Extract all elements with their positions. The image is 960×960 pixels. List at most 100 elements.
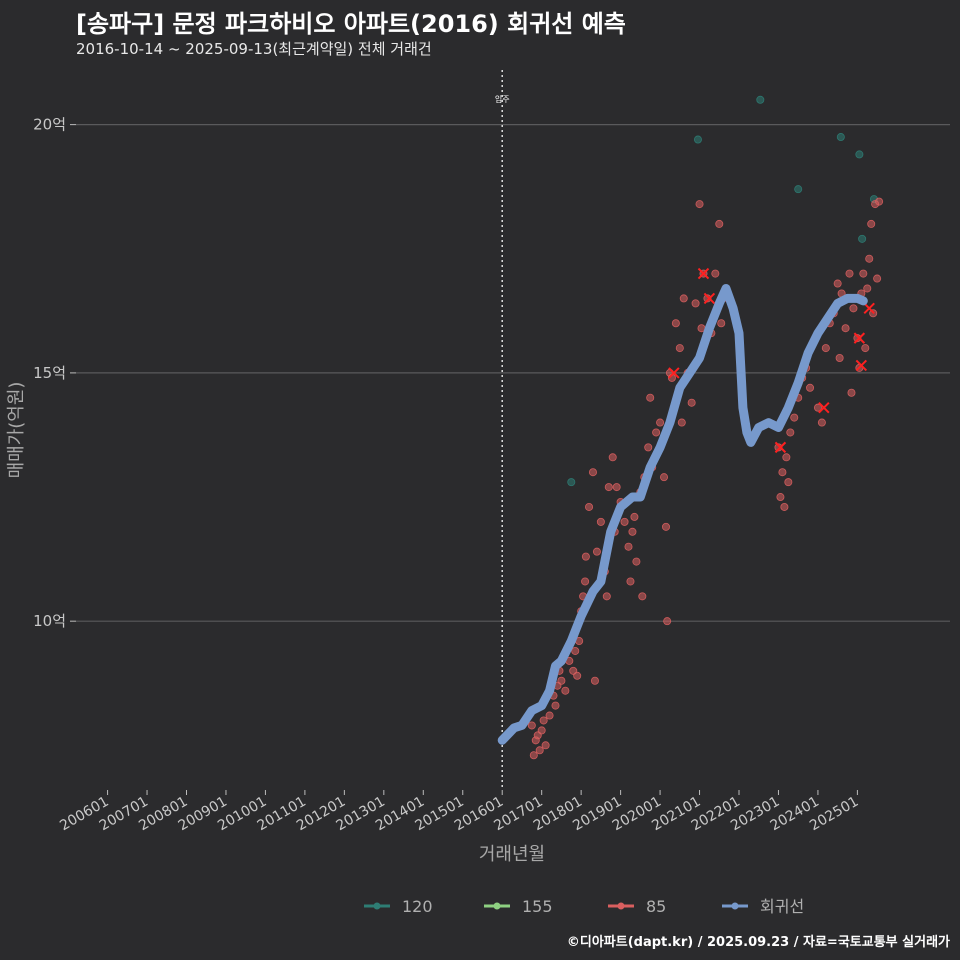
highlight-stroke — [818, 401, 830, 414]
highlight-mark — [697, 267, 710, 280]
legend-item-120: 120 — [364, 897, 433, 916]
point-85 — [663, 617, 672, 626]
point-85 — [539, 716, 548, 725]
point-85 — [604, 483, 613, 492]
point-85 — [571, 646, 580, 655]
point-85 — [835, 353, 844, 362]
legend-swatch-dot — [617, 902, 625, 910]
legend-swatch-dot — [493, 902, 501, 910]
point-85 — [859, 269, 868, 278]
point-85 — [620, 517, 629, 526]
point-85 — [677, 418, 686, 427]
point-85 — [638, 592, 647, 601]
highlight-marks — [668, 267, 875, 454]
point-85 — [875, 197, 884, 206]
point-85 — [786, 428, 795, 437]
highlight-stroke — [774, 441, 787, 454]
point-85 — [873, 274, 882, 283]
point-85 — [780, 502, 789, 511]
point-85 — [632, 557, 641, 566]
point-85 — [679, 294, 688, 303]
point-85 — [581, 552, 590, 561]
point-85 — [646, 393, 655, 402]
legend-label: 120 — [402, 897, 433, 916]
legend-item-85: 85 — [608, 897, 666, 916]
point-85 — [861, 344, 870, 353]
point-85 — [537, 726, 546, 735]
point-85 — [687, 398, 696, 407]
point-85 — [717, 319, 726, 328]
point-85 — [527, 721, 536, 730]
point-85 — [863, 284, 872, 293]
point-85 — [573, 671, 582, 680]
legend-swatch-dot — [731, 902, 739, 910]
point-85 — [581, 577, 590, 586]
point-120 — [567, 478, 576, 487]
x-axis-label: 거래년월 — [479, 844, 545, 865]
point-85 — [790, 413, 799, 422]
point-85 — [784, 478, 793, 487]
highlight-mark — [818, 401, 830, 414]
regression-path — [497, 284, 868, 745]
move-in-label: 입주 — [495, 95, 510, 104]
y-axis: 10억 15억 20억 — [33, 116, 76, 630]
point-85 — [626, 577, 635, 586]
highlight-mark — [863, 302, 875, 315]
point-85 — [821, 344, 830, 353]
legend-swatch-dot — [373, 902, 381, 910]
legend-label: 회귀선 — [760, 897, 804, 916]
gridlines — [76, 124, 950, 622]
point-85 — [541, 741, 550, 750]
highlight-mark — [668, 367, 680, 379]
point-85 — [711, 269, 720, 278]
highlight-stroke — [668, 367, 680, 379]
y-tick-label: 15억 — [33, 364, 66, 382]
point-85 — [703, 294, 712, 303]
source-caption: ©디아파트(dapt.kr) / 2025.09.23 / 자료=국토교통부 실… — [566, 935, 950, 950]
point-85 — [782, 453, 791, 462]
legend: 120 155 85 회귀선 — [364, 897, 804, 916]
point-85 — [592, 547, 601, 556]
data-points — [527, 95, 884, 760]
point-85 — [853, 334, 862, 343]
point-85 — [833, 279, 842, 288]
point-120 — [794, 185, 803, 194]
y-axis-label: 매매가(억원) — [6, 382, 27, 479]
point-85 — [545, 711, 554, 720]
point-85 — [715, 219, 724, 228]
y-tick-label: 20억 — [33, 116, 66, 134]
point-85 — [671, 319, 680, 328]
point-85 — [778, 468, 787, 477]
point-85 — [624, 542, 633, 551]
x-axis: 2006012007012008012009012010012011012012… — [57, 790, 861, 834]
highlight-mark — [853, 332, 866, 344]
point-85 — [849, 304, 858, 313]
point-85 — [602, 592, 611, 601]
point-85 — [865, 254, 874, 263]
legend-item-회귀선: 회귀선 — [722, 897, 804, 916]
highlight-stroke — [853, 332, 866, 344]
point-120 — [855, 150, 864, 159]
point-85 — [628, 527, 637, 536]
point-85 — [847, 388, 856, 397]
highlight-stroke — [703, 292, 716, 305]
point-85 — [776, 493, 785, 502]
point-85 — [612, 483, 621, 492]
highlight-stroke — [697, 267, 710, 280]
point-120 — [756, 95, 765, 104]
point-85 — [695, 200, 704, 209]
point-85 — [590, 676, 599, 685]
point-85 — [813, 403, 822, 412]
point-85 — [535, 746, 544, 755]
point-120 — [836, 133, 845, 142]
regression-line — [497, 284, 868, 745]
point-85 — [588, 468, 597, 477]
point-85 — [561, 686, 570, 695]
chart-title: [송파구] 문정 파크하비오 아파트(2016) 회귀선 예측 — [76, 10, 626, 38]
point-85 — [608, 453, 617, 462]
highlight-mark — [703, 292, 716, 305]
point-85 — [806, 383, 815, 392]
highlight-mark — [774, 441, 787, 454]
point-85 — [817, 418, 826, 427]
